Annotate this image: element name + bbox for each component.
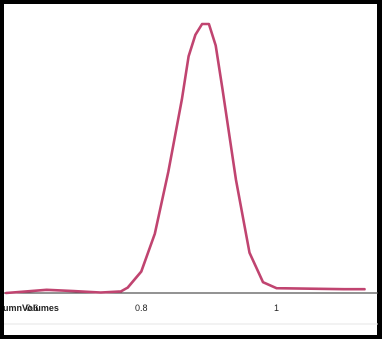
- series-point: [201, 23, 203, 25]
- series-point: [235, 179, 237, 181]
- series-point: [363, 288, 365, 290]
- series-point: [99, 291, 101, 293]
- x-tick-label: 1: [274, 303, 279, 313]
- series-point: [343, 288, 345, 290]
- series-point: [120, 290, 122, 292]
- overlapping-tick-label: 0.6: [26, 303, 39, 313]
- series-point: [5, 292, 7, 294]
- series-point: [309, 287, 311, 289]
- series-point: [221, 87, 223, 89]
- series-point: [194, 34, 196, 36]
- series-point: [262, 281, 264, 283]
- x-tick-label: 0.8: [135, 303, 148, 313]
- series-point: [187, 55, 189, 57]
- series-point: [167, 171, 169, 173]
- series-point: [214, 44, 216, 46]
- series-point: [140, 270, 142, 272]
- series-point: [208, 23, 210, 25]
- series-point: [275, 287, 277, 289]
- series-point: [25, 290, 27, 292]
- x-axis-label: umnVolumes: [4, 303, 59, 313]
- line-chart: 0.8 1 umnVolumes 0.6: [4, 22, 378, 325]
- series-point: [72, 290, 74, 292]
- x-tick-labels: 0.8 1: [135, 303, 279, 313]
- series-point: [181, 98, 183, 100]
- series-points: [5, 23, 366, 294]
- series-point: [248, 251, 250, 253]
- series-point: [154, 233, 156, 235]
- series-point: [127, 286, 129, 288]
- series-point: [45, 289, 47, 291]
- series-line: [4, 22, 366, 295]
